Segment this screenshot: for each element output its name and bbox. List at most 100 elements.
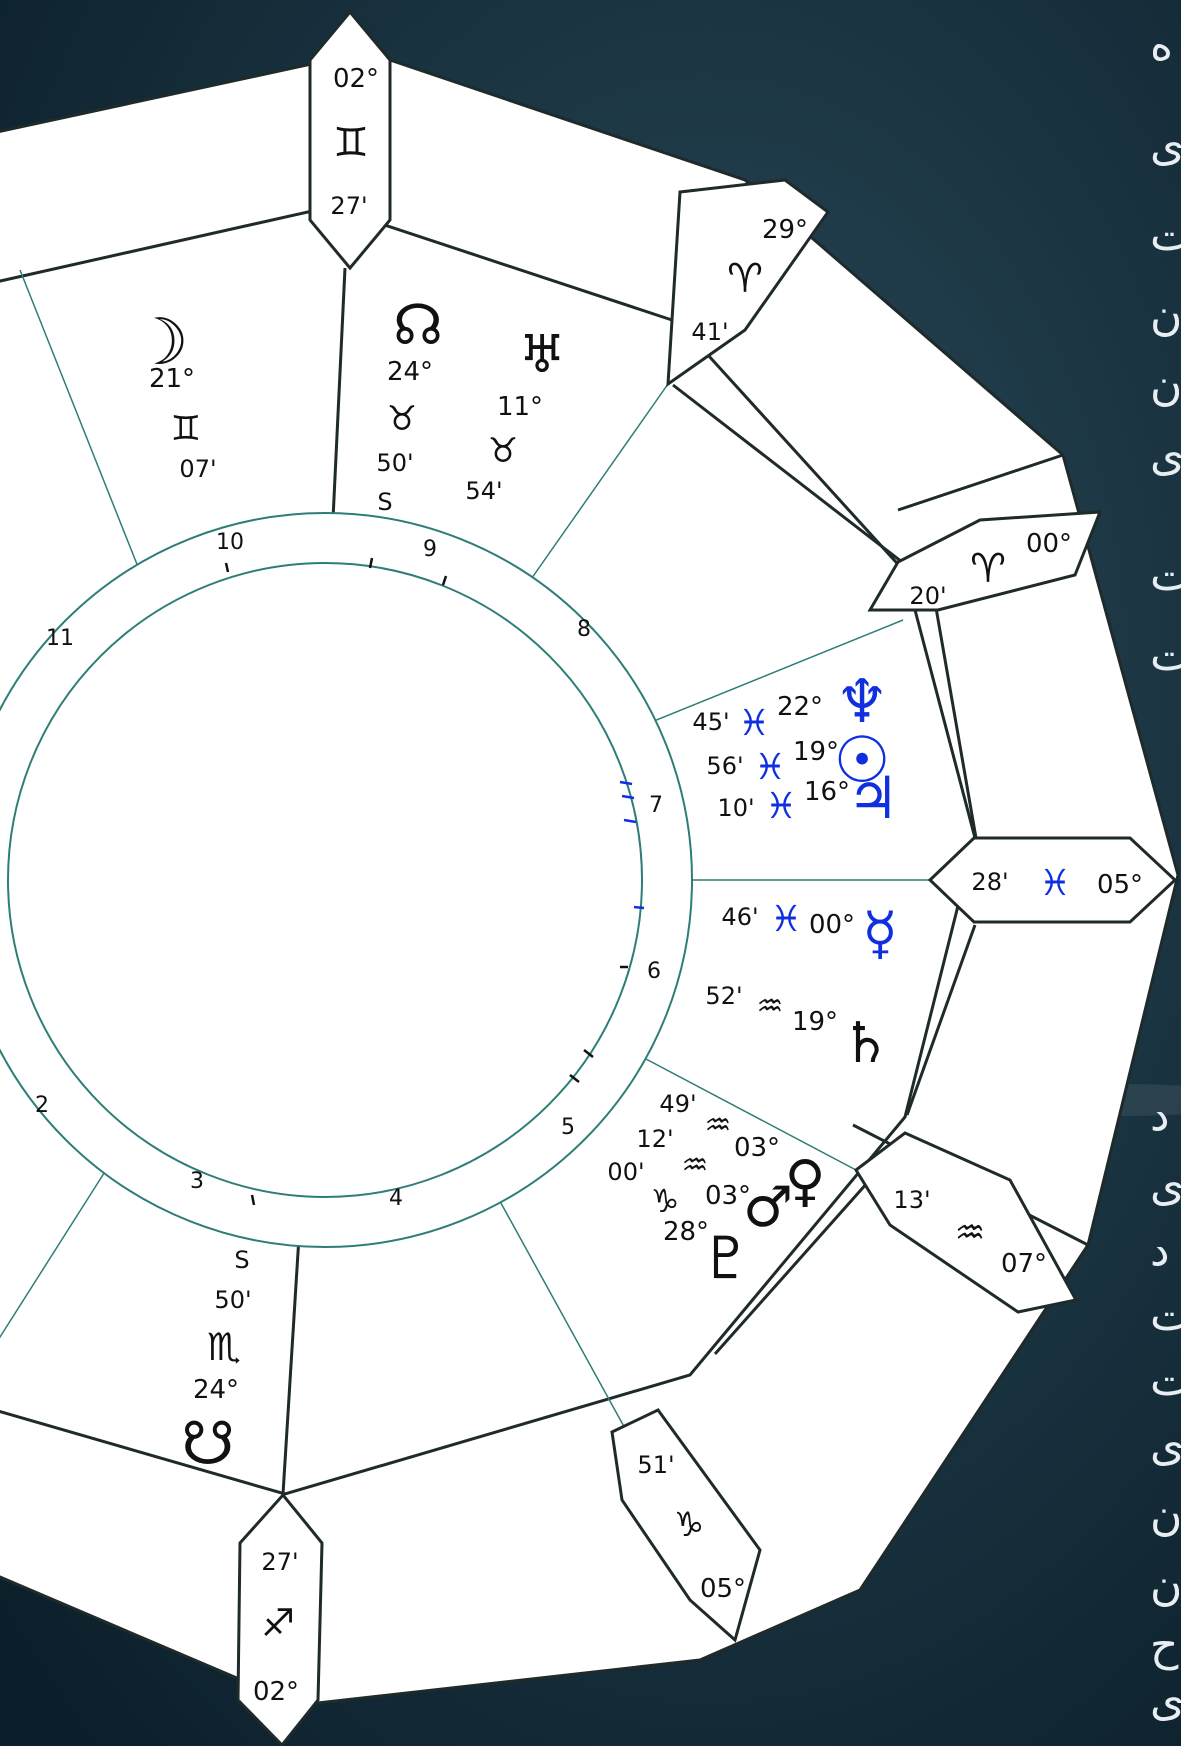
north-node-icon: ☊ bbox=[393, 293, 443, 358]
pisces-icon: ♓ bbox=[754, 747, 786, 788]
planet-moon: ☽ 21° ♊ 07' bbox=[131, 306, 216, 483]
sun-minutes: 56' bbox=[706, 752, 743, 780]
tick bbox=[583, 1049, 594, 1058]
inner-ring-inner bbox=[7, 562, 643, 1198]
gemini-icon: ♊ bbox=[171, 409, 201, 449]
aquarius-icon: ♒ bbox=[705, 1108, 732, 1143]
bg-char: ی bbox=[1150, 1420, 1181, 1471]
mars-degree: 03° bbox=[705, 1181, 751, 1211]
planet-saturn: 52' ♒ 19° ♄ bbox=[705, 982, 891, 1076]
uranus-degree: 11° bbox=[497, 392, 543, 422]
house-numbers: 10 9 8 7 6 5 4 3 2 11 bbox=[35, 530, 663, 1211]
north-node-flag: S bbox=[377, 488, 392, 516]
division-7 bbox=[611, 619, 904, 739]
house-number-8: 8 bbox=[577, 617, 591, 642]
cusp-ic: 27' ♐ 02° bbox=[236, 1492, 324, 1746]
mercury-degree: 00° bbox=[809, 910, 855, 940]
uranus-icon: ♅ bbox=[519, 325, 566, 385]
cusp-mc-box bbox=[308, 9, 392, 271]
bg-char: ت bbox=[1150, 210, 1181, 261]
spoke-h6 bbox=[905, 924, 977, 1116]
tick bbox=[224, 562, 230, 573]
cusp-h9-degree: 29° bbox=[762, 215, 808, 245]
planet-jupiter: 10' ♓ 16° ♃ bbox=[717, 764, 899, 832]
north-node-degree: 24° bbox=[387, 357, 433, 387]
cusp-h6-box bbox=[854, 1131, 1079, 1314]
bg-char: ت bbox=[1150, 550, 1181, 601]
bg-char: د bbox=[1150, 1090, 1170, 1141]
bg-char: ی bbox=[1150, 1160, 1181, 1211]
scorpio-icon: ♏ bbox=[207, 1325, 241, 1369]
house-number-6: 6 bbox=[647, 959, 661, 984]
cusp-desc: 28' ♓ 05° bbox=[927, 836, 1178, 924]
south-node-minutes: 50' bbox=[214, 1286, 251, 1314]
tick bbox=[623, 818, 637, 824]
spoke-h8 bbox=[672, 383, 903, 564]
tick bbox=[250, 1194, 256, 1206]
bg-char: ت bbox=[1150, 630, 1181, 681]
pisces-icon: ♓ bbox=[765, 786, 797, 827]
house-number-9: 9 bbox=[423, 537, 437, 562]
bg-char: ت bbox=[1150, 1290, 1181, 1341]
south-node-degree: 24° bbox=[193, 1375, 239, 1405]
cusp-desc-box bbox=[927, 836, 1178, 924]
cusp-h6-degree: 07° bbox=[1001, 1249, 1047, 1279]
planet-south-node: S 50' ♏ 24° ☋ bbox=[181, 1246, 251, 1479]
venus-degree: 03° bbox=[734, 1133, 780, 1163]
bg-char: ن bbox=[1150, 290, 1181, 341]
house-number-10: 10 bbox=[216, 530, 244, 555]
bg-char: ن bbox=[1150, 360, 1181, 411]
gemini-icon: ♊ bbox=[333, 120, 369, 166]
bg-char: ی bbox=[1150, 1675, 1181, 1726]
tick bbox=[441, 575, 448, 586]
bg-char: د bbox=[1150, 1225, 1170, 1276]
planet-north-node: ☊ 24° ♉ 50' S bbox=[376, 293, 442, 516]
cusp-h5-minutes: 51' bbox=[637, 1451, 674, 1479]
house-number-2: 2 bbox=[35, 1093, 49, 1118]
tick bbox=[569, 1074, 580, 1083]
cusp-ic-box bbox=[236, 1492, 324, 1746]
tick bbox=[621, 794, 635, 800]
jupiter-icon: ♃ bbox=[847, 764, 899, 832]
planet-venus: 49' ♒ 03° ♀ bbox=[659, 1090, 825, 1214]
mars-icon: ♂ bbox=[743, 1175, 793, 1240]
bg-char: ن bbox=[1150, 1490, 1181, 1541]
planet-mercury: 46' ♓ 00° ☿ bbox=[721, 899, 897, 967]
south-node-icon: ☋ bbox=[181, 1409, 234, 1479]
planet-sun: 56' ♓ 19° ☉ bbox=[706, 724, 890, 798]
pluto-degree: 28° bbox=[663, 1217, 709, 1247]
house-number-5: 5 bbox=[561, 1115, 575, 1140]
capricorn-icon: ♑ bbox=[674, 1505, 704, 1545]
uranus-minutes: 54' bbox=[465, 477, 502, 505]
sagittarius-icon: ♐ bbox=[261, 1601, 295, 1645]
pisces-icon: ♓ bbox=[1039, 863, 1071, 904]
planet-uranus: ♅ 11° ♉ 54' bbox=[465, 325, 565, 505]
mars-minutes: 12' bbox=[636, 1125, 673, 1153]
division-11 bbox=[19, 269, 151, 598]
moon-minutes: 07' bbox=[179, 455, 216, 483]
division-3 bbox=[0, 1147, 121, 1339]
moon-degree: 21° bbox=[149, 364, 195, 394]
saturn-minutes: 52' bbox=[705, 982, 742, 1010]
tick bbox=[633, 905, 645, 910]
wheel-inner-band bbox=[0, 205, 977, 1496]
cusp-h9-box bbox=[666, 178, 831, 388]
tick bbox=[368, 557, 374, 569]
cusp-desc-minutes: 28' bbox=[971, 868, 1008, 896]
house-spokes bbox=[281, 267, 1089, 1495]
aries-icon: ♈ bbox=[970, 546, 1006, 592]
aries-icon: ♈ bbox=[727, 256, 763, 302]
bg-char: ی bbox=[1150, 430, 1181, 481]
cusp-h9: 29° ♈ 41' bbox=[666, 178, 831, 388]
capricorn-icon: ♑ bbox=[651, 1182, 680, 1220]
aquarius-icon: ♒ bbox=[682, 1148, 709, 1183]
cusp-h8-degree: 00° bbox=[1026, 529, 1072, 559]
mercury-minutes: 46' bbox=[721, 903, 758, 931]
planet-mars: 12' ♒ 03° ♂ bbox=[636, 1125, 793, 1240]
division-8 bbox=[507, 383, 669, 613]
saturn-degree: 19° bbox=[792, 1007, 838, 1037]
spoke-h5 bbox=[713, 1172, 878, 1355]
cusp-desc-degree: 05° bbox=[1097, 870, 1143, 900]
bg-char: ی bbox=[1150, 120, 1181, 171]
